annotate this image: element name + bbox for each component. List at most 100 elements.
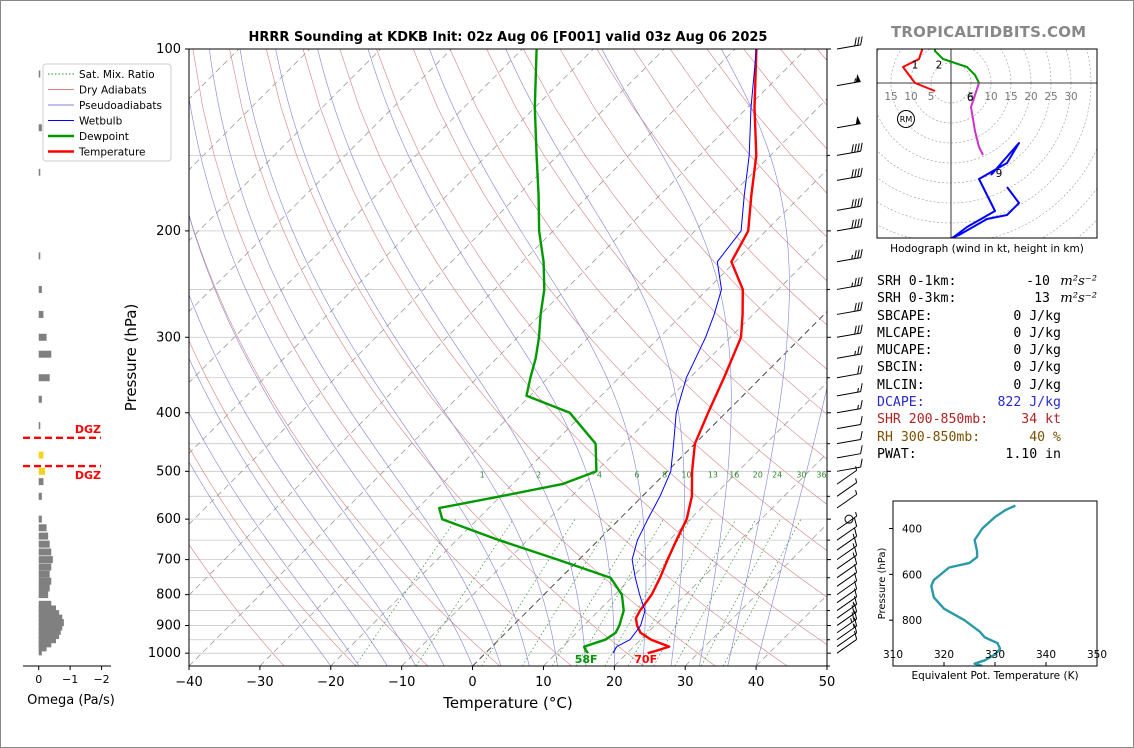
mixing-ratio-line bbox=[355, 518, 457, 666]
te-x-tick-label: 340 bbox=[1036, 649, 1056, 661]
barb-staff bbox=[836, 625, 857, 641]
hodo-height-label: 1 bbox=[912, 60, 919, 72]
omega-bar bbox=[38, 124, 42, 132]
barb-staff bbox=[836, 572, 857, 587]
barb-full bbox=[860, 458, 863, 468]
barb-full bbox=[851, 144, 854, 153]
param-value: 40 % bbox=[1029, 429, 1061, 445]
y-tick-label: 600 bbox=[156, 512, 181, 527]
barb-half bbox=[855, 478, 858, 483]
param-row: SRH 0-3km: 13 m²s⁻² bbox=[877, 290, 1097, 307]
storm-motion-label: RM bbox=[900, 115, 913, 124]
wind-barb bbox=[836, 249, 863, 263]
hodo-trace bbox=[970, 82, 984, 156]
barb-full bbox=[854, 527, 858, 537]
param-row: SBCIN: 0 J/kg bbox=[877, 359, 1097, 376]
wind-barb bbox=[836, 517, 858, 541]
param-value: -10 m²s⁻² bbox=[1026, 273, 1097, 290]
barb-full bbox=[854, 555, 858, 565]
barb-half bbox=[852, 533, 855, 539]
wind-barb bbox=[836, 610, 858, 634]
wind-barb bbox=[836, 167, 863, 181]
barb-full bbox=[860, 400, 863, 409]
mixing-ratio-label: 8 bbox=[662, 471, 667, 480]
hodo-caption: Hodograph (wind in kt, height in km) bbox=[890, 243, 1084, 255]
barb-staff bbox=[836, 44, 861, 50]
barb-full bbox=[854, 617, 858, 627]
param-value: 34 kt bbox=[1021, 412, 1061, 428]
param-label: RH 300-850mb: bbox=[877, 429, 981, 445]
param-value: 0 J/kg bbox=[1013, 343, 1061, 359]
wind-barb bbox=[836, 624, 858, 647]
omega-bar bbox=[38, 577, 52, 585]
series-dewpoint bbox=[438, 49, 625, 654]
theta-e-line bbox=[930, 504, 1016, 666]
omega-bar bbox=[38, 614, 63, 622]
param-row: MLCAPE: 0 J/kg bbox=[877, 325, 1097, 342]
omega-bar bbox=[38, 451, 44, 459]
barb-staff bbox=[836, 424, 861, 430]
barb-half bbox=[855, 489, 858, 495]
barb-staff bbox=[836, 453, 861, 459]
isotherm bbox=[543, 381, 827, 666]
hodo-height-label: 2 bbox=[936, 60, 943, 72]
param-unit: m²s⁻² bbox=[1056, 291, 1097, 307]
barb-full bbox=[854, 37, 857, 46]
isotherm bbox=[401, 240, 827, 666]
param-label: SRH 0-3km: bbox=[877, 291, 957, 307]
wind-barb bbox=[836, 197, 863, 211]
y-axis-label: Pressure (hPa) bbox=[122, 304, 140, 412]
mixing-ratio-label: 10 bbox=[681, 471, 691, 480]
dry-adiabat bbox=[189, 446, 357, 666]
barb-full bbox=[854, 631, 858, 640]
y-tick-label: 400 bbox=[156, 406, 181, 421]
hodo-trace bbox=[902, 49, 936, 92]
barb-half bbox=[852, 543, 855, 548]
barb-full bbox=[854, 143, 857, 153]
omega-bar bbox=[38, 285, 42, 293]
omega-bar bbox=[38, 492, 42, 500]
omega-bar bbox=[38, 515, 42, 523]
hodo-ring bbox=[731, 1, 1134, 303]
param-row: RH 300-850mb: 40 % bbox=[877, 429, 1097, 446]
param-value: 1.10 in bbox=[1005, 446, 1061, 462]
wind-barb bbox=[836, 383, 863, 397]
param-row: SHR 200-850mb: 34 kt bbox=[877, 411, 1097, 428]
dry-adiabat bbox=[449, 49, 827, 505]
x-tick-label: 30 bbox=[677, 675, 694, 690]
dry-adiabat bbox=[189, 213, 500, 666]
barb-half bbox=[851, 282, 854, 287]
chart-title: HRRR Sounding at KDKB Init: 02z Aug 06 [… bbox=[249, 30, 768, 45]
barb-half bbox=[852, 552, 855, 557]
legend-label: Sat. Mix. Ratio bbox=[79, 69, 155, 81]
te-area bbox=[930, 504, 1016, 666]
legend-label: Wetbulb bbox=[79, 116, 123, 128]
te-y-tick-label: 400 bbox=[902, 524, 922, 536]
barb-full bbox=[851, 612, 855, 621]
x-tick-label: 0 bbox=[468, 675, 476, 690]
omega-bar bbox=[38, 600, 52, 608]
hodo-ring-label: 25 bbox=[1044, 91, 1057, 103]
x-tick-label: 50 bbox=[819, 675, 836, 690]
barb-full bbox=[854, 302, 857, 312]
barb-full bbox=[854, 610, 858, 620]
param-row: MUCAPE: 0 J/kg bbox=[877, 342, 1097, 359]
barb-half bbox=[852, 623, 855, 628]
wind-barb bbox=[836, 466, 858, 485]
hodo-height-label: 9 bbox=[996, 168, 1003, 180]
barb-full bbox=[857, 249, 860, 259]
barb-full bbox=[854, 325, 857, 335]
isotherm bbox=[684, 523, 827, 666]
y-tick-label: 800 bbox=[156, 588, 181, 603]
barb-staff bbox=[836, 482, 857, 497]
isotherm bbox=[472, 310, 827, 666]
wind-barb bbox=[836, 36, 863, 50]
wind-barb bbox=[836, 416, 863, 430]
pseudoadiabat bbox=[189, 461, 332, 666]
te-y-tick-label: 600 bbox=[902, 569, 922, 581]
barb-half bbox=[857, 404, 859, 410]
mixing-ratio-label: 16 bbox=[729, 471, 739, 480]
barb-staff bbox=[836, 469, 857, 485]
barb-staff bbox=[836, 632, 857, 647]
mixing-ratio-line bbox=[674, 519, 757, 666]
